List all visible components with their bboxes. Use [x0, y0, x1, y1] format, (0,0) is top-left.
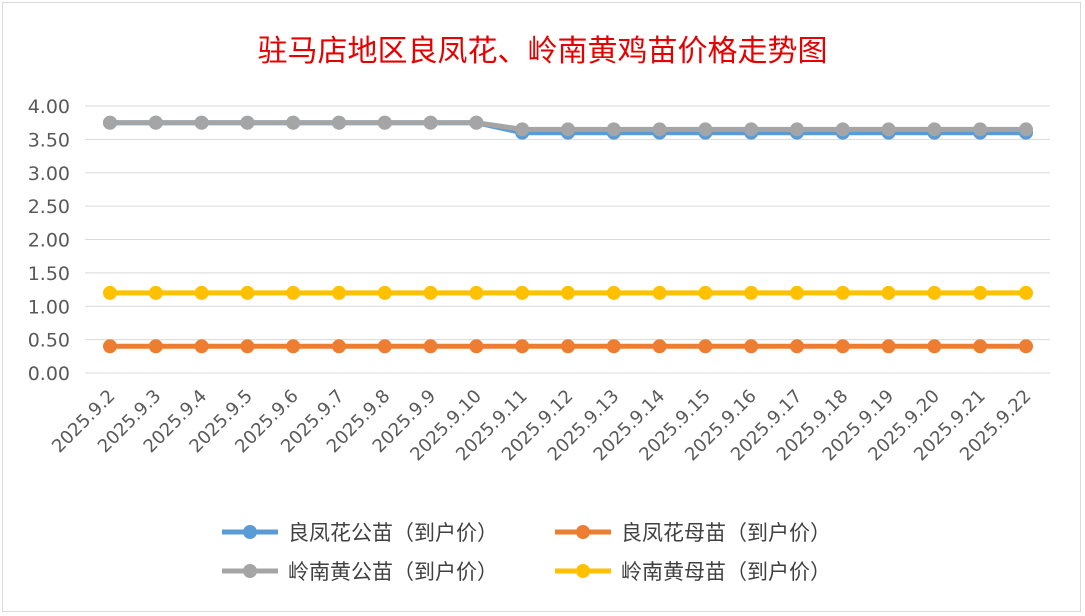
data-point — [377, 285, 392, 300]
data-point — [790, 285, 804, 300]
data-point — [332, 285, 346, 300]
legend-label: 良凤花公苗（到户价） — [288, 521, 498, 545]
data-point — [103, 115, 117, 130]
data-point — [698, 285, 713, 300]
data-point — [1019, 122, 1033, 137]
data-point — [194, 115, 209, 130]
legend-label: 良凤花母苗（到户价） — [621, 521, 831, 545]
data-point — [469, 285, 484, 300]
data-point — [698, 122, 713, 137]
data-point — [423, 285, 438, 300]
data-point — [240, 115, 255, 130]
series-3 — [103, 285, 1033, 300]
data-point — [561, 122, 575, 137]
legend-swatch-marker — [576, 525, 590, 539]
legend-swatch-marker — [576, 564, 590, 578]
legend-label: 岭南黄公苗（到户价） — [288, 560, 498, 584]
data-point — [744, 339, 759, 354]
data-point — [606, 122, 621, 137]
legend-swatch-marker — [243, 525, 257, 539]
data-point — [148, 115, 163, 130]
data-point — [332, 339, 346, 354]
data-point — [561, 339, 575, 354]
chart-title: 驻马店地区良凤花、岭南黄鸡苗价格走势图 — [257, 34, 828, 69]
data-point — [561, 285, 575, 300]
x-axis-ticks: 2025.9.22025.9.32025.9.42025.9.52025.9.6… — [48, 386, 1036, 466]
legend-swatch-marker — [243, 564, 257, 578]
data-point — [927, 122, 942, 137]
y-tick-label: 0.00 — [28, 363, 70, 385]
data-point — [286, 115, 301, 130]
data-point — [377, 115, 392, 130]
data-point — [423, 339, 438, 354]
y-tick-label: 4.00 — [28, 96, 70, 118]
y-axis-ticks: 0.00 0.50 1.00 1.50 2.00 2.50 3.00 3.50 4.00 — [28, 96, 70, 385]
data-point — [103, 285, 117, 300]
data-point — [377, 339, 392, 354]
data-point — [332, 115, 346, 130]
data-point — [881, 339, 896, 354]
data-point — [469, 115, 484, 130]
series-2 — [103, 115, 1033, 137]
data-point — [194, 285, 209, 300]
series-lines — [103, 115, 1033, 354]
y-tick-label: 1.50 — [28, 263, 70, 285]
data-point — [698, 339, 713, 354]
legend-label: 岭南黄母苗（到户价） — [621, 560, 831, 584]
y-tick-label: 2.50 — [28, 196, 70, 218]
data-point — [606, 339, 621, 354]
y-tick-label: 1.00 — [28, 296, 70, 318]
series-1 — [103, 339, 1033, 354]
data-point — [881, 122, 896, 137]
data-point — [881, 285, 896, 300]
data-point — [744, 285, 759, 300]
data-point — [103, 339, 117, 354]
legend-item: 岭南黄母苗（到户价） — [555, 560, 831, 584]
data-point — [652, 285, 667, 300]
legend: 良凤花公苗（到户价） 良凤花母苗（到户价） 岭南黄公苗（到户价） 岭南黄母苗（到户价） — [222, 521, 831, 584]
gridlines — [85, 105, 1050, 374]
data-point — [744, 122, 759, 137]
legend-item: 良凤花公苗（到户价） — [222, 521, 498, 545]
data-point — [469, 339, 484, 354]
data-point — [652, 339, 667, 354]
data-point — [423, 115, 438, 130]
data-point — [790, 122, 804, 137]
legend-item: 良凤花母苗（到户价） — [555, 521, 831, 545]
data-point — [606, 285, 621, 300]
data-point — [652, 122, 667, 137]
data-point — [973, 285, 988, 300]
data-point — [194, 339, 209, 354]
data-point — [286, 339, 301, 354]
y-tick-label: 3.00 — [28, 163, 70, 185]
data-point — [973, 339, 988, 354]
data-point — [835, 122, 850, 137]
data-point — [835, 339, 850, 354]
y-tick-label: 0.50 — [28, 330, 70, 352]
data-point — [927, 339, 942, 354]
data-point — [835, 285, 850, 300]
data-point — [240, 339, 255, 354]
data-point — [1019, 285, 1033, 300]
data-point — [1019, 339, 1033, 354]
data-point — [240, 285, 255, 300]
data-point — [148, 285, 163, 300]
data-point — [790, 339, 804, 354]
data-point — [927, 285, 942, 300]
data-point — [148, 339, 163, 354]
data-point — [515, 339, 530, 354]
y-tick-label: 2.00 — [28, 230, 70, 252]
data-point — [286, 285, 301, 300]
data-point — [973, 122, 988, 137]
data-point — [515, 122, 530, 137]
legend-item: 岭南黄公苗（到户价） — [222, 560, 498, 584]
data-point — [515, 285, 530, 300]
y-tick-label: 3.50 — [28, 129, 70, 151]
